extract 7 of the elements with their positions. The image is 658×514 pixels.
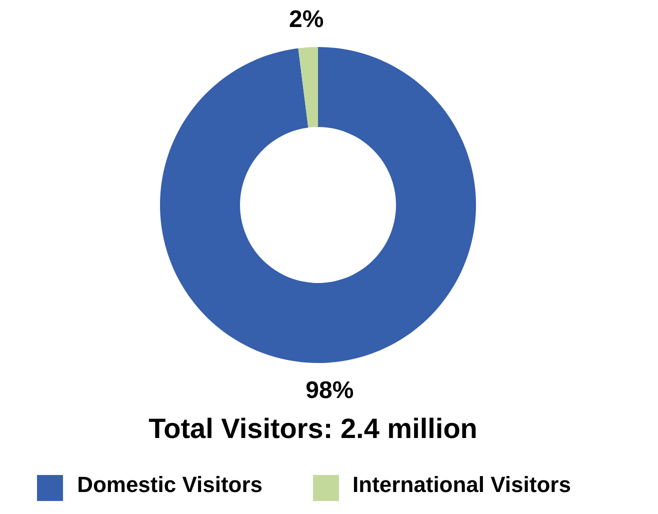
donut-slice — [298, 47, 318, 128]
legend-label: International Visitors — [352, 472, 571, 498]
donut-slice — [160, 47, 476, 363]
text: Total Visitors: 2.4 million — [148, 413, 478, 445]
data-label: 98% — [306, 377, 354, 404]
data-label: 2% — [288, 6, 324, 33]
legend-label: Domestic Visitors — [77, 472, 263, 498]
